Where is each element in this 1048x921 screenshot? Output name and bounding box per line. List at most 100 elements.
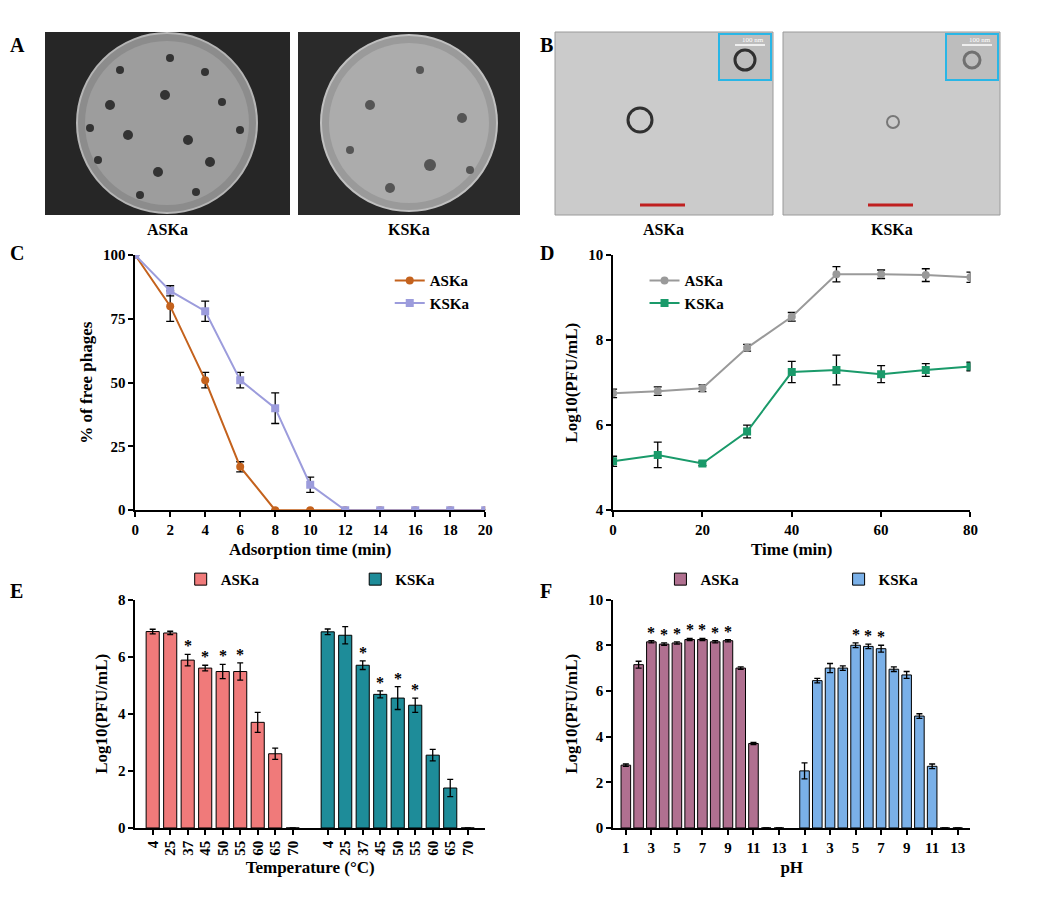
svg-text:60: 60: [425, 841, 441, 856]
svg-text:*: *: [219, 647, 227, 664]
svg-text:C: C: [10, 242, 24, 264]
svg-text:% of free phages: % of free phages: [77, 321, 96, 443]
svg-text:*: *: [711, 624, 719, 641]
svg-text:2: 2: [596, 775, 604, 791]
svg-text:*: *: [673, 625, 681, 642]
svg-text:Time (min): Time (min): [751, 540, 832, 559]
svg-text:8: 8: [271, 522, 279, 538]
svg-text:ASKa: ASKa: [147, 221, 188, 238]
svg-text:9: 9: [724, 840, 732, 856]
svg-text:3: 3: [648, 840, 656, 856]
svg-text:75: 75: [110, 311, 125, 327]
svg-text:4: 4: [201, 522, 209, 538]
svg-text:*: *: [394, 670, 402, 687]
svg-text:18: 18: [443, 522, 458, 538]
svg-text:*: *: [411, 681, 419, 698]
svg-text:KSKa: KSKa: [388, 221, 430, 238]
svg-text:*: *: [864, 627, 872, 644]
svg-text:4: 4: [596, 502, 604, 518]
svg-text:0: 0: [131, 522, 139, 538]
svg-text:10: 10: [588, 247, 603, 263]
svg-text:20: 20: [695, 522, 710, 538]
svg-text:45: 45: [197, 841, 213, 856]
svg-text:50: 50: [110, 375, 125, 391]
svg-text:6: 6: [596, 683, 604, 699]
svg-text:Adsorption time (min): Adsorption time (min): [229, 540, 391, 559]
svg-text:*: *: [852, 626, 860, 643]
svg-text:45: 45: [372, 841, 388, 856]
svg-text:13: 13: [950, 840, 965, 856]
svg-text:65: 65: [442, 841, 458, 856]
svg-text:Log10(PFU/mL): Log10(PFU/mL): [562, 654, 581, 774]
svg-text:1: 1: [622, 840, 630, 856]
svg-text:6: 6: [596, 417, 604, 433]
svg-text:65: 65: [267, 841, 283, 856]
svg-text:100 nm: 100 nm: [969, 36, 991, 44]
svg-text:1: 1: [801, 840, 809, 856]
svg-text:55: 55: [407, 841, 423, 856]
svg-text:4: 4: [320, 840, 336, 848]
svg-text:A: A: [10, 34, 25, 56]
svg-text:KSKa: KSKa: [430, 296, 470, 312]
svg-text:ASKa: ASKa: [700, 572, 739, 588]
svg-text:*: *: [359, 644, 367, 661]
svg-text:0: 0: [118, 502, 126, 518]
svg-text:*: *: [686, 621, 694, 638]
svg-text:100: 100: [103, 247, 126, 263]
svg-text:70: 70: [285, 841, 301, 856]
svg-text:5: 5: [673, 840, 681, 856]
svg-text:20: 20: [478, 522, 493, 538]
svg-text:B: B: [540, 34, 553, 56]
svg-text:*: *: [724, 623, 732, 640]
svg-text:11: 11: [746, 840, 760, 856]
svg-text:50: 50: [390, 841, 406, 856]
svg-text:*: *: [201, 648, 209, 665]
svg-text:8: 8: [596, 638, 604, 654]
svg-text:KSKa: KSKa: [685, 296, 725, 312]
svg-text:7: 7: [877, 840, 885, 856]
svg-text:4: 4: [145, 840, 161, 848]
svg-text:50: 50: [215, 841, 231, 856]
svg-text:0: 0: [118, 820, 126, 836]
svg-text:Log10(PFU/mL): Log10(PFU/mL): [92, 654, 111, 774]
svg-text:60: 60: [874, 522, 889, 538]
svg-text:13: 13: [772, 840, 787, 856]
svg-text:ASKa: ASKa: [685, 273, 724, 289]
svg-text:25: 25: [110, 439, 125, 455]
svg-text:3: 3: [826, 840, 834, 856]
svg-text:55: 55: [232, 841, 248, 856]
svg-text:60: 60: [250, 841, 266, 856]
svg-text:6: 6: [118, 649, 126, 665]
svg-text:E: E: [10, 580, 23, 602]
svg-text:2: 2: [166, 522, 174, 538]
svg-text:7: 7: [699, 840, 707, 856]
svg-text:11: 11: [925, 840, 939, 856]
svg-text:16: 16: [408, 522, 424, 538]
svg-text:ASKa: ASKa: [643, 221, 684, 238]
svg-text:0: 0: [596, 820, 604, 836]
svg-text:D: D: [540, 242, 554, 264]
svg-text:ASKa: ASKa: [430, 273, 469, 289]
svg-text:*: *: [647, 624, 655, 641]
svg-text:5: 5: [852, 840, 860, 856]
svg-text:Log10(PFU/mL): Log10(PFU/mL): [562, 323, 581, 443]
svg-text:4: 4: [118, 706, 126, 722]
svg-text:*: *: [184, 637, 192, 654]
svg-text:*: *: [877, 628, 885, 645]
svg-text:10: 10: [303, 522, 318, 538]
svg-text:4: 4: [596, 729, 604, 745]
svg-text:8: 8: [118, 592, 126, 608]
svg-text:ASKa: ASKa: [221, 572, 260, 588]
svg-text:14: 14: [373, 522, 389, 538]
svg-text:pH: pH: [780, 858, 803, 877]
svg-text:25: 25: [337, 841, 353, 856]
svg-text:6: 6: [236, 522, 244, 538]
svg-text:2: 2: [118, 763, 126, 779]
svg-text:12: 12: [338, 522, 353, 538]
svg-text:0: 0: [609, 522, 617, 538]
svg-text:9: 9: [903, 840, 911, 856]
svg-text:37: 37: [180, 840, 196, 856]
svg-text:25: 25: [162, 841, 178, 856]
svg-text:Temperature (°C): Temperature (°C): [246, 858, 375, 877]
svg-text:8: 8: [596, 332, 604, 348]
